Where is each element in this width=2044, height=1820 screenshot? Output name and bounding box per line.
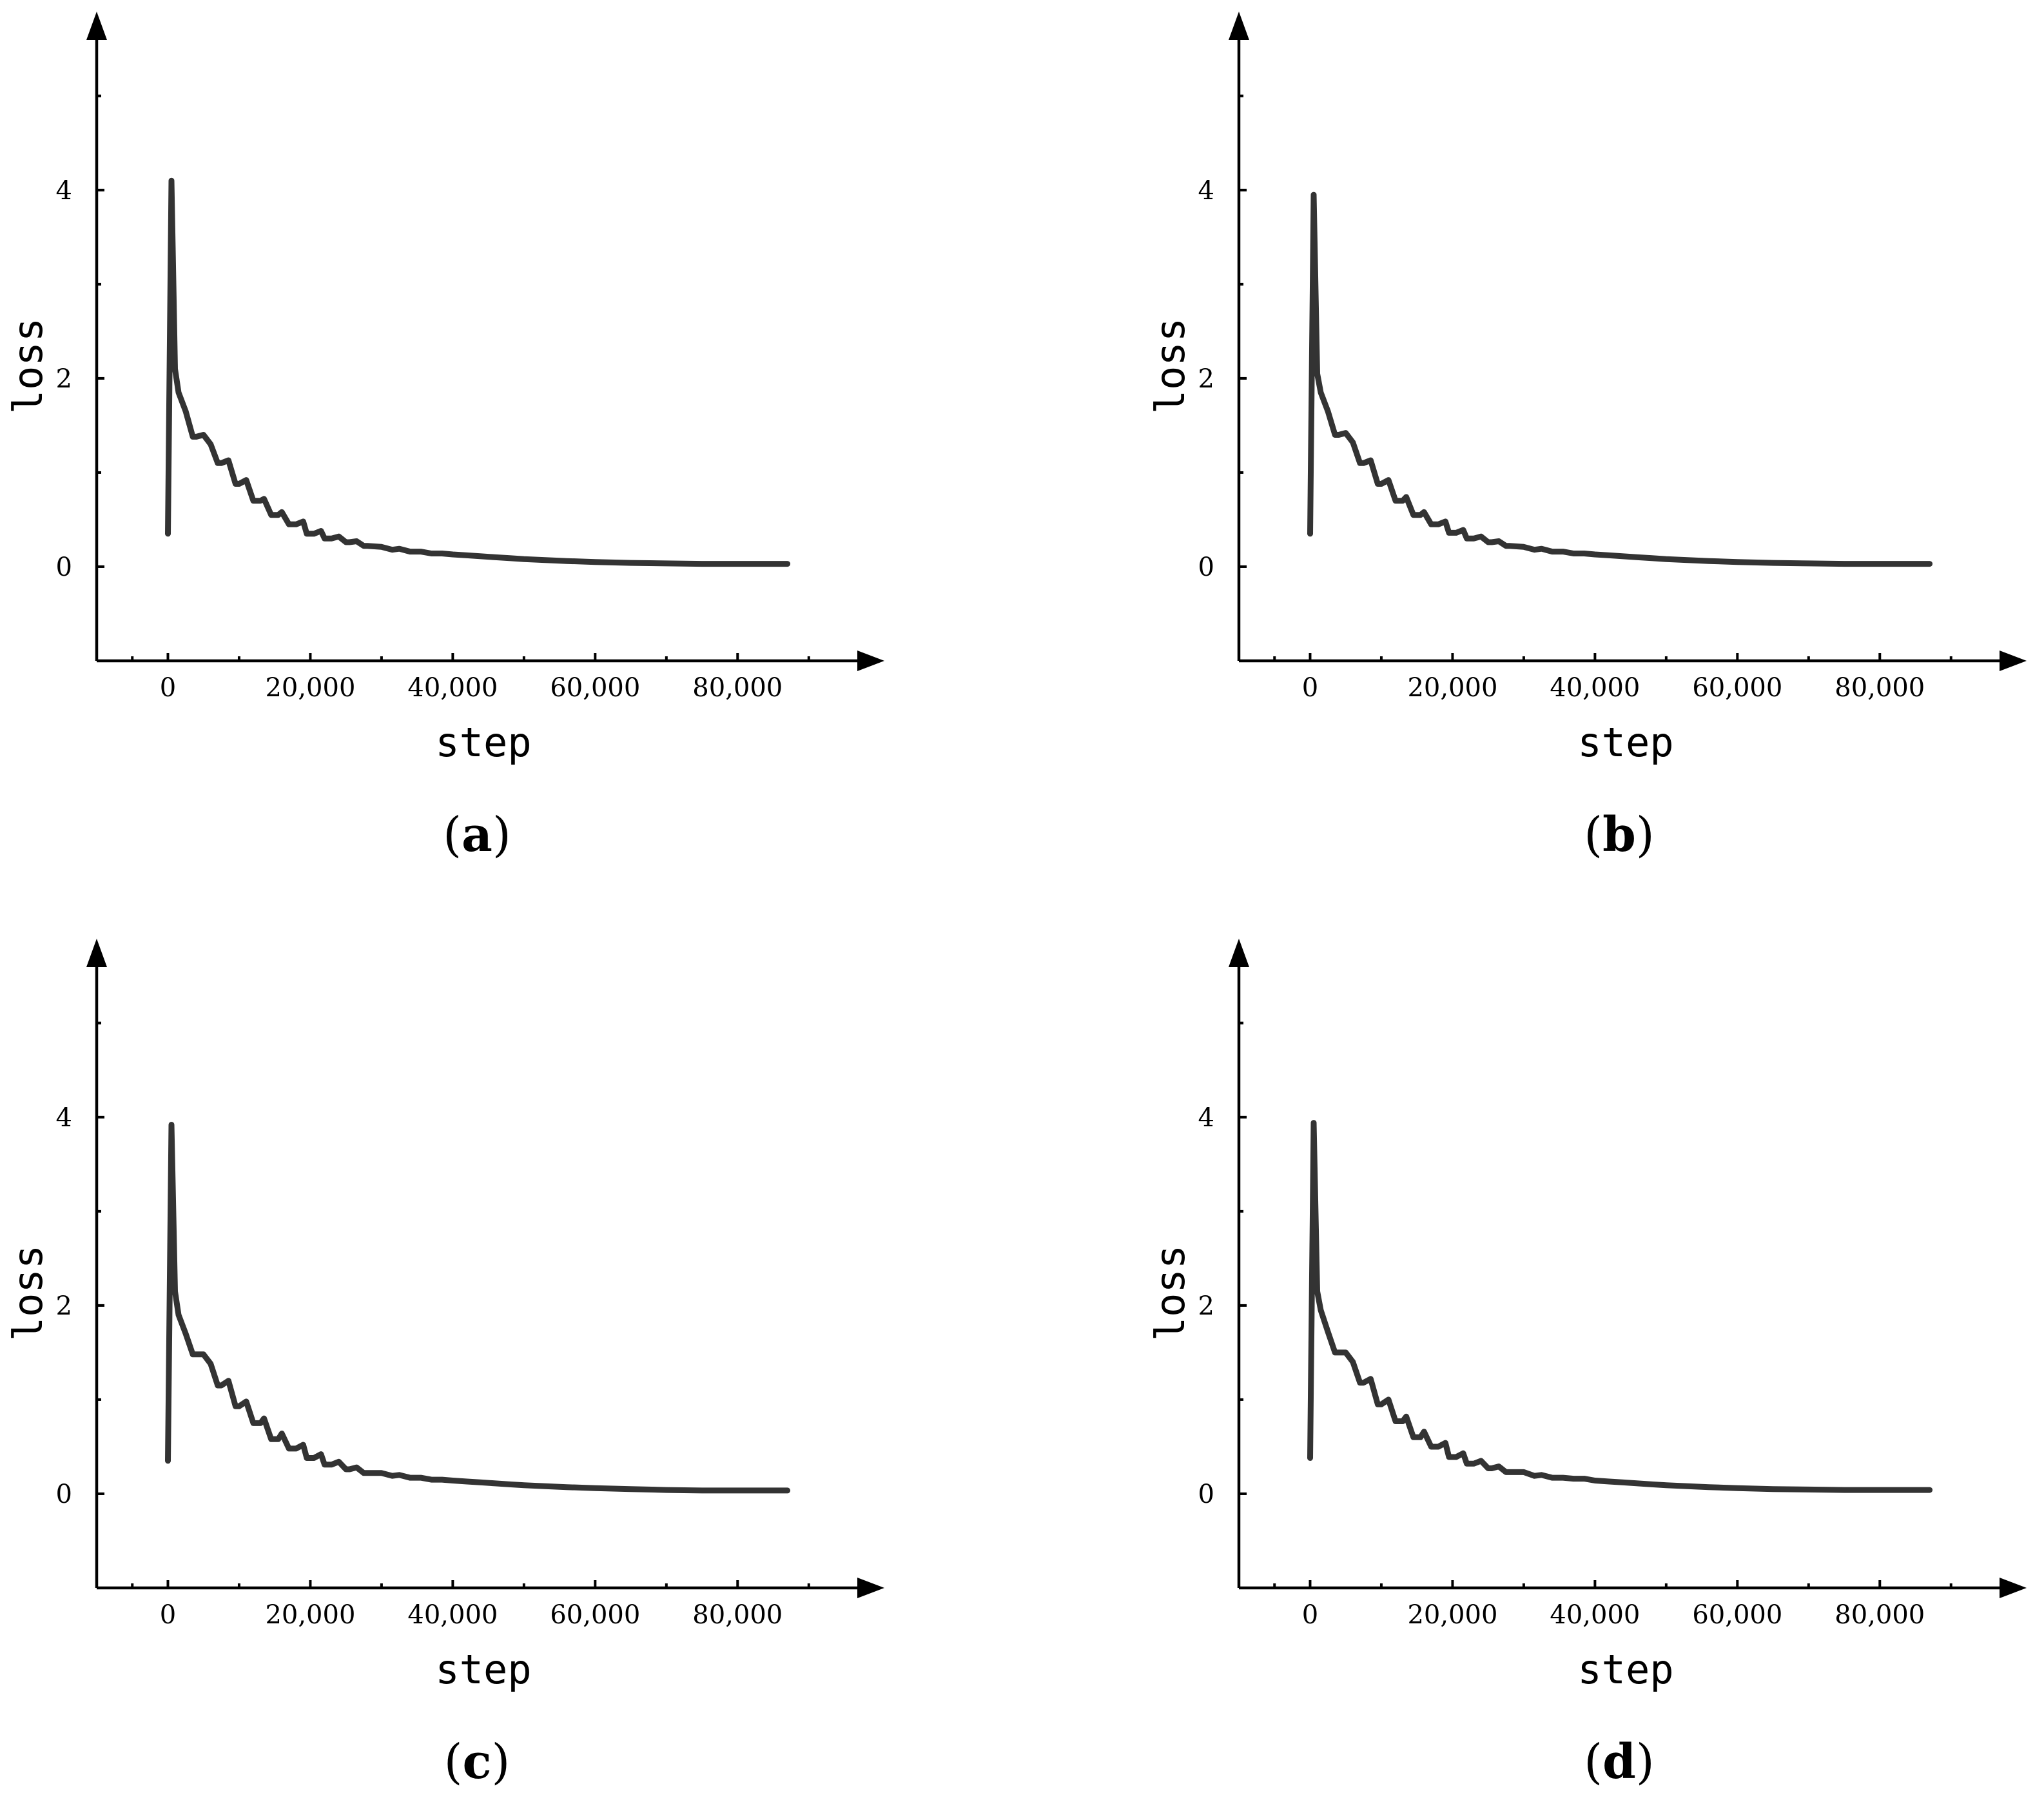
x-tick-label: 80,000 [692, 1600, 783, 1630]
x-tick-label: 0 [160, 673, 176, 703]
x-tick-label: 80,000 [1835, 1600, 1925, 1630]
loss-series-line [1307, 191, 1933, 567]
x-axis-arrow-icon [857, 1578, 884, 1598]
x-tick-label: 40,000 [1550, 1600, 1640, 1630]
x-tick-label: 40,000 [407, 673, 498, 703]
y-tick-label: 2 [56, 364, 72, 394]
y-axis-title: loss [1147, 318, 1194, 414]
x-axis-title: step [1577, 719, 1673, 766]
x-tick-label: 20,000 [1407, 1600, 1497, 1630]
y-tick-label: 0 [56, 1480, 72, 1509]
x-tick-label: 40,000 [407, 1600, 498, 1630]
chart-panel-c: 0 20,000 40,000 60,000 80,000 0 2 4 step loss (c) [5, 939, 884, 1790]
x-tick-label: 60,000 [550, 673, 640, 703]
y-tick-label: 2 [1198, 364, 1214, 394]
y-tick-label: 0 [1198, 553, 1214, 582]
x-tick-label: 80,000 [1835, 673, 1925, 703]
y-axis-arrow-icon [1229, 12, 1249, 40]
panel-label: (c) [444, 1734, 511, 1790]
chart-panel-a: 0 20,000 40,000 60,000 80,000 0 2 4 step loss (a) [5, 12, 884, 863]
y-tick-label: 0 [1198, 1480, 1214, 1509]
y-axis-title: loss [5, 1245, 52, 1341]
y-axis-title: loss [5, 318, 52, 414]
x-tick-label: 0 [1302, 673, 1318, 703]
x-tick-label: 40,000 [1550, 673, 1640, 703]
y-axis-title: loss [1147, 1245, 1194, 1341]
x-tick-label: 20,000 [265, 1600, 355, 1630]
loss-series-line [1307, 1120, 1933, 1493]
x-tick-label: 20,000 [265, 673, 355, 703]
panel-label: (b) [1584, 807, 1655, 863]
x-axis-title: step [435, 1646, 531, 1693]
y-tick-label: 0 [56, 553, 72, 582]
x-tick-label: 0 [1302, 1600, 1318, 1630]
x-tick-label: 80,000 [692, 673, 783, 703]
chart-panel-d: 0 20,000 40,000 60,000 80,000 0 2 4 step loss (d) [1147, 939, 2027, 1790]
y-axis-arrow-icon [1229, 939, 1249, 967]
y-tick-label: 4 [56, 176, 72, 206]
y-tick-label: 4 [56, 1103, 72, 1133]
x-axis-arrow-icon [857, 651, 884, 671]
y-axis-arrow-icon [86, 12, 107, 40]
panel-label: (d) [1584, 1734, 1655, 1790]
loss-series-line [165, 177, 791, 567]
y-tick-label: 4 [1198, 176, 1214, 206]
y-tick-label: 2 [1198, 1291, 1214, 1321]
x-axis-arrow-icon [2000, 651, 2027, 671]
x-tick-label: 20,000 [1407, 673, 1497, 703]
x-axis-title: step [1577, 1646, 1673, 1693]
x-tick-label: 60,000 [1692, 1600, 1782, 1630]
loss-series-line [165, 1122, 791, 1494]
panel-label: (a) [443, 807, 511, 863]
chart-panel-b: 0 20,000 40,000 60,000 80,000 0 2 4 step loss (b) [1147, 12, 2027, 863]
x-tick-label: 0 [160, 1600, 176, 1630]
x-tick-label: 60,000 [550, 1600, 640, 1630]
y-axis-arrow-icon [86, 939, 107, 967]
x-tick-label: 60,000 [1692, 673, 1782, 703]
x-axis-arrow-icon [2000, 1578, 2027, 1598]
x-axis-title: step [435, 719, 531, 766]
y-tick-label: 4 [1198, 1103, 1214, 1133]
y-tick-label: 2 [56, 1291, 72, 1321]
